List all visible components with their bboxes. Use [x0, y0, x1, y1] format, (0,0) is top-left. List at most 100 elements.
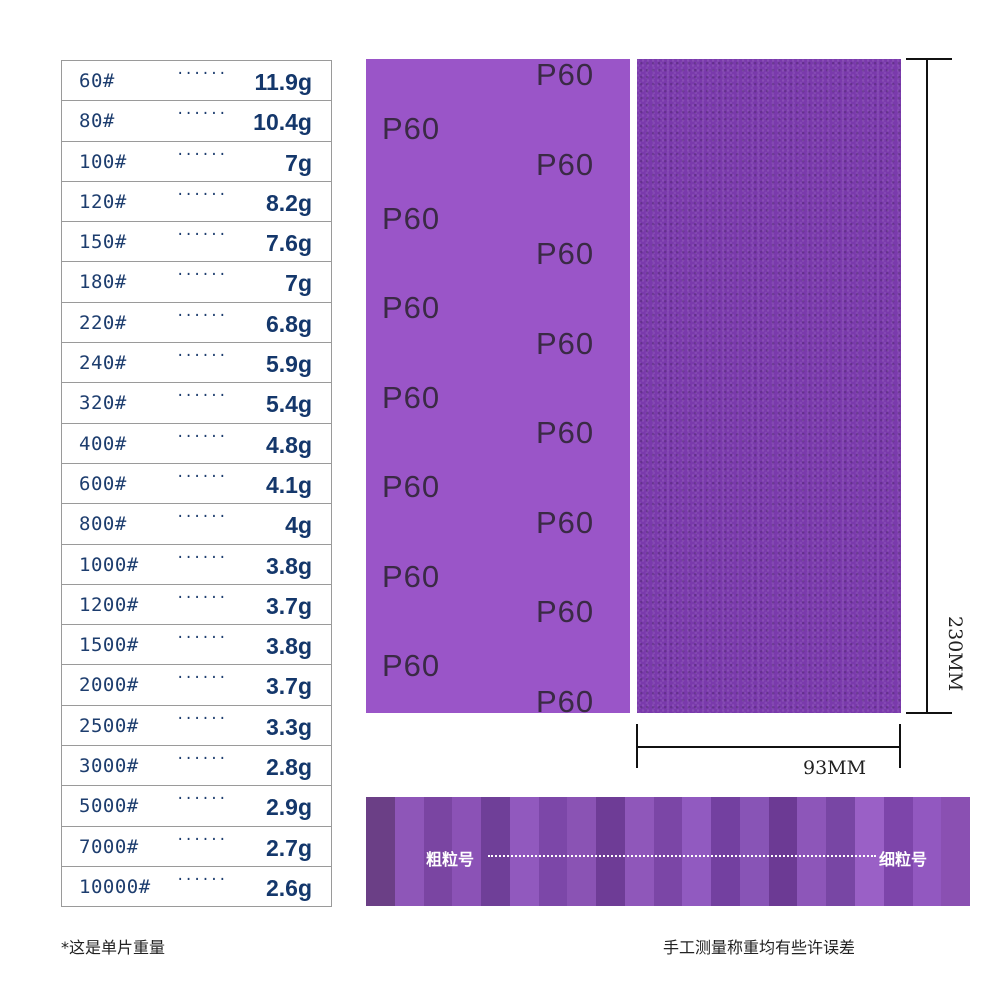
p60-print: P60: [536, 594, 595, 629]
grit-swatch: [855, 797, 884, 906]
table-row: 10000# ······ 2.6g: [62, 867, 331, 907]
grit-label: 150#: [79, 231, 127, 254]
p60-print: P60: [382, 111, 441, 146]
grit-swatch: [567, 797, 597, 906]
grit-swatch-strip: [366, 797, 970, 906]
table-row: 1200# ······ 3.7g: [62, 585, 331, 626]
weight-value: 8.2g: [265, 189, 312, 216]
p60-print: P60: [382, 379, 441, 415]
dot-leader: ······: [176, 589, 227, 606]
table-row: 180# ······ 7g: [62, 262, 331, 303]
grit-label: 240#: [79, 352, 127, 375]
single-sheet-weight-note: *这是单片重量: [61, 938, 166, 957]
grit-swatch: [682, 797, 712, 906]
weight-value: 7g: [285, 270, 312, 297]
p60-print: P60: [382, 558, 441, 594]
p60-print: P60: [536, 325, 595, 361]
weight-value: 3.3g: [265, 713, 312, 740]
dot-leader: ······: [176, 630, 227, 647]
dot-leader: ······: [176, 146, 227, 163]
dot-leader: ······: [176, 227, 227, 244]
dot-leader: ······: [176, 66, 227, 82]
table-row: 1000# ······ 3.8g: [62, 545, 331, 585]
measurement-error-note: 手工测量称重均有些许误差: [663, 938, 856, 957]
width-dimension-line: [637, 746, 901, 748]
width-dimension-tick-right: [899, 724, 901, 768]
grit-label: 60#: [79, 70, 115, 92]
grit-label: 180#: [79, 271, 127, 294]
grit-swatch: [366, 797, 395, 906]
sandpaper-sheet-back: P60 P60 P60 P60 P60 P60 P60 P60 P60 P60 P60 P60 P60 P…: [366, 59, 630, 713]
weight-value: 5.4g: [265, 391, 312, 418]
dot-leader: ······: [176, 307, 227, 324]
table-row: 120# ······ 8.2g: [62, 182, 331, 223]
grit-swatch: [596, 797, 625, 906]
grit-label: 220#: [79, 311, 127, 334]
coarse-grit-label: 粗粒号: [426, 850, 475, 869]
grit-label: 120#: [79, 190, 127, 213]
grit-swatch: [739, 797, 769, 906]
weight-value: 3.7g: [265, 673, 312, 700]
weight-value: 2.9g: [265, 794, 312, 821]
coarse-to-fine-arrow-line: [488, 855, 876, 857]
table-row: 600# ······ 4.1g: [62, 464, 331, 505]
p60-print: P60: [536, 59, 595, 92]
grit-swatch: [883, 797, 913, 906]
dot-leader: ······: [176, 871, 227, 888]
grit-label: 1200#: [79, 593, 139, 616]
table-row: 2000# ······ 3.7g: [62, 665, 331, 706]
grit-swatch: [452, 797, 482, 906]
weight-value: 3.7g: [265, 592, 312, 619]
p60-print: P60: [536, 146, 595, 182]
width-dimension-label: 93MM: [803, 757, 867, 779]
table-row: 220# ······ 6.8g: [62, 303, 331, 344]
grit-label: 400#: [79, 432, 127, 455]
height-dimension-line: [926, 59, 928, 713]
table-row: 240# ······ 5.9g: [62, 343, 331, 384]
grit-swatch: [423, 797, 453, 906]
grit-label: 1500#: [79, 634, 139, 657]
table-row: 5000# ······ 2.9g: [62, 786, 331, 827]
grit-swatch: [797, 797, 827, 906]
grit-swatch: [941, 797, 970, 906]
p60-print: P60: [382, 290, 441, 325]
p60-print: P60: [382, 469, 441, 504]
weight-value: 2.7g: [265, 834, 312, 861]
grit-label: 600#: [79, 472, 127, 495]
grit-swatch: [509, 797, 539, 906]
grit-swatch: [481, 797, 510, 906]
weight-value: 5.9g: [265, 351, 312, 378]
table-row: 80# ······ 10.4g: [62, 101, 331, 142]
table-row: 100# ······ 7g: [62, 142, 331, 182]
fine-grit-label: 细粒号: [879, 850, 928, 869]
table-row: 7000# ······ 2.7g: [62, 827, 331, 867]
table-row: 800# ······ 4g: [62, 504, 331, 545]
table-row: 400# ······ 4.8g: [62, 424, 331, 464]
weight-value: 4g: [285, 512, 312, 539]
grit-label: 7000#: [79, 835, 139, 858]
grit-label: 80#: [79, 110, 115, 133]
p60-print: P60: [382, 200, 441, 236]
grit-label: 10000#: [79, 875, 151, 898]
dot-leader: ······: [176, 509, 227, 526]
grit-label: 2500#: [79, 714, 139, 737]
weight-value: 4.1g: [265, 471, 312, 498]
dot-leader: ······: [176, 831, 227, 848]
weight-table: 60# ······ 11.9g 80# ······ 10.4g 100# ······ 7g…: [61, 60, 332, 907]
grit-label: 3000#: [79, 755, 139, 778]
dot-leader: ······: [176, 751, 227, 768]
table-row: 60# ······ 11.9g: [62, 61, 331, 102]
grit-swatch: [653, 797, 683, 906]
dot-leader: ······: [176, 670, 227, 687]
dot-leader: ······: [176, 710, 227, 727]
dot-leader: ······: [176, 186, 227, 203]
width-dimension-tick-left: [636, 724, 638, 768]
table-row: 1500# ······ 3.8g: [62, 625, 331, 666]
dot-leader: ······: [176, 267, 227, 284]
weight-value: 4.8g: [265, 431, 312, 458]
dot-leader: ······: [176, 549, 227, 566]
grit-label: 1000#: [79, 553, 139, 576]
p60-print: P60: [536, 236, 595, 271]
dot-leader: ······: [176, 388, 227, 405]
weight-value: 2.6g: [265, 874, 312, 901]
